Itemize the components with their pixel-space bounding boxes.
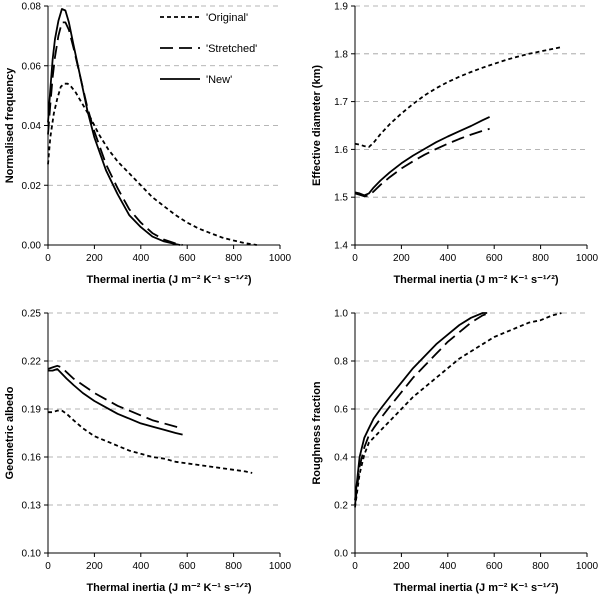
y-tick-label: 0.00	[22, 241, 42, 252]
y-tick-label: 1.0	[334, 309, 348, 320]
chart-panel-3: 0 200 400 600 800 1000 0.10 0.13 0.16 0.19 0.22 0.2…	[4, 309, 292, 595]
series-line-short-dash	[47, 82, 257, 246]
x-tick-label: 200	[393, 253, 410, 264]
x-tick-label: 600	[486, 561, 503, 572]
series-line-long-dash	[47, 364, 183, 430]
series-line-solid	[47, 8, 181, 246]
x-tick-label: 800	[225, 561, 242, 572]
y-tick-label: 0.13	[22, 501, 42, 512]
x-tick-label: 400	[132, 253, 149, 264]
series-line-long-dash	[354, 127, 490, 198]
x-tick-label: 600	[486, 253, 503, 264]
chart-panel-4: 0 200 400 600 800 1000 0.0 0.2 0.4 0.6 0.8 1.0 Therm…	[311, 309, 599, 595]
y-axis-label: Roughness fraction	[311, 381, 323, 485]
y-tick-label: 1.5	[334, 193, 348, 204]
x-tick-label: 0	[45, 561, 51, 572]
legend: 'Original' 'Stretched' 'New'	[160, 12, 257, 86]
series-line-long-dash	[354, 312, 490, 506]
x-tick-label: 200	[86, 561, 103, 572]
x-tick-label: 1000	[269, 253, 292, 264]
y-tick-label: 1.8	[334, 49, 348, 60]
series-line-short-dash	[354, 46, 562, 148]
series-line-solid	[354, 116, 490, 197]
y-tick-label: 1.6	[334, 145, 348, 156]
y-tick-label: 0.16	[22, 453, 42, 464]
x-tick-label: 400	[439, 561, 456, 572]
y-tick-label: 0.19	[22, 405, 42, 416]
legend-label: 'New'	[206, 74, 232, 86]
x-axis-label: Thermal inertia (J m⁻² K⁻¹ s⁻¹ᐟ²)	[86, 582, 251, 594]
y-tick-label: 0.02	[22, 181, 42, 192]
x-tick-label: 1000	[269, 561, 292, 572]
y-tick-label: 0.04	[22, 121, 42, 132]
y-tick-label: 0.25	[22, 309, 42, 320]
y-axis-label: Normalised frequency	[4, 67, 16, 183]
y-axis-label: Geometric albedo	[4, 386, 16, 479]
x-tick-label: 600	[179, 253, 196, 264]
y-tick-label: 0.6	[334, 405, 348, 416]
x-tick-label: 200	[86, 253, 103, 264]
y-tick-label: 0.4	[334, 453, 348, 464]
y-tick-label: 1.7	[334, 97, 348, 108]
y-tick-label: 0.06	[22, 61, 42, 72]
y-tick-label: 0.2	[334, 501, 348, 512]
chart-panel-2: 0 200 400 600 800 1000 1.4 1.5 1.6 1.7 1.8 1.9 Therm…	[311, 2, 599, 287]
x-axis-label: Thermal inertia (J m⁻² K⁻¹ s⁻¹ᐟ²)	[393, 582, 558, 594]
series-line-solid	[354, 312, 488, 501]
y-tick-label: 0.08	[22, 2, 42, 13]
y-tick-label: 0.0	[334, 549, 348, 560]
x-tick-label: 400	[439, 253, 456, 264]
legend-label: 'Stretched'	[206, 43, 257, 55]
y-tick-label: 1.9	[334, 2, 348, 13]
x-tick-label: 600	[179, 561, 196, 572]
x-tick-label: 800	[532, 561, 549, 572]
x-tick-label: 400	[132, 561, 149, 572]
x-tick-label: 800	[225, 253, 242, 264]
x-tick-label: 1000	[576, 253, 599, 264]
series-line-long-dash	[47, 21, 183, 246]
x-tick-label: 0	[352, 253, 358, 264]
legend-label: 'Original'	[206, 12, 248, 24]
series-line-short-dash	[48, 409, 253, 474]
x-tick-label: 0	[45, 253, 51, 264]
y-tick-label: 0.8	[334, 357, 348, 368]
x-axis-label: Thermal inertia (J m⁻² K⁻¹ s⁻¹ᐟ²)	[86, 274, 251, 286]
x-tick-label: 800	[532, 253, 549, 264]
series-line-short-dash	[354, 312, 562, 508]
y-tick-label: 0.10	[22, 549, 42, 560]
chart-panel-1: 0 200 400 600 800 1000 0.00 0.02 0.04 0.06 0.08 The…	[4, 2, 292, 287]
x-tick-label: 200	[393, 561, 410, 572]
y-tick-label: 1.4	[334, 241, 348, 252]
y-axis-label: Effective diameter (km)	[311, 65, 323, 186]
x-tick-label: 0	[352, 561, 358, 572]
series-line-solid	[48, 368, 183, 436]
x-axis-label: Thermal inertia (J m⁻² K⁻¹ s⁻¹ᐟ²)	[393, 274, 558, 286]
y-tick-label: 0.22	[22, 357, 42, 368]
x-tick-label: 1000	[576, 561, 599, 572]
